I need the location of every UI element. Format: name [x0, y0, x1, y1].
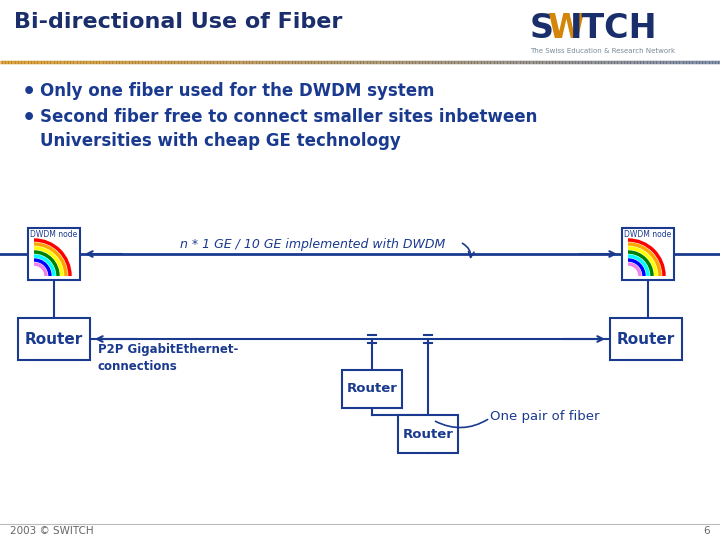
Text: •: •: [22, 82, 36, 102]
Text: 6: 6: [703, 526, 710, 536]
Bar: [610, 318, 682, 360]
Bar: [622, 228, 674, 280]
Text: Router: Router: [617, 332, 675, 347]
Bar: [18, 318, 90, 360]
Text: S: S: [530, 12, 554, 45]
Bar: [28, 228, 80, 280]
Text: One pair of fiber: One pair of fiber: [490, 410, 600, 423]
Text: Second fiber free to connect smaller sites inbetween
Universities with cheap GE : Second fiber free to connect smaller sit…: [40, 108, 537, 150]
Text: The Swiss Education & Research Network: The Swiss Education & Research Network: [530, 48, 675, 54]
Text: DWDM node: DWDM node: [624, 230, 671, 239]
Text: ITCH: ITCH: [570, 12, 657, 45]
Text: P2P GigabitEthernet-
connections: P2P GigabitEthernet- connections: [98, 343, 238, 373]
Text: Bi-directional Use of Fiber: Bi-directional Use of Fiber: [14, 12, 343, 32]
Text: Router: Router: [402, 428, 454, 441]
Text: W: W: [548, 12, 585, 45]
Text: Only one fiber used for the DWDM system: Only one fiber used for the DWDM system: [40, 82, 434, 100]
Text: Router: Router: [25, 332, 83, 347]
Text: Router: Router: [346, 382, 397, 395]
Bar: [398, 415, 458, 453]
Text: •: •: [22, 108, 36, 128]
Text: DWDM node: DWDM node: [30, 230, 77, 239]
Text: 2003 © SWITCH: 2003 © SWITCH: [10, 526, 94, 536]
Bar: [342, 370, 402, 408]
Text: n * 1 GE / 10 GE implemented with DWDM: n * 1 GE / 10 GE implemented with DWDM: [180, 238, 445, 251]
